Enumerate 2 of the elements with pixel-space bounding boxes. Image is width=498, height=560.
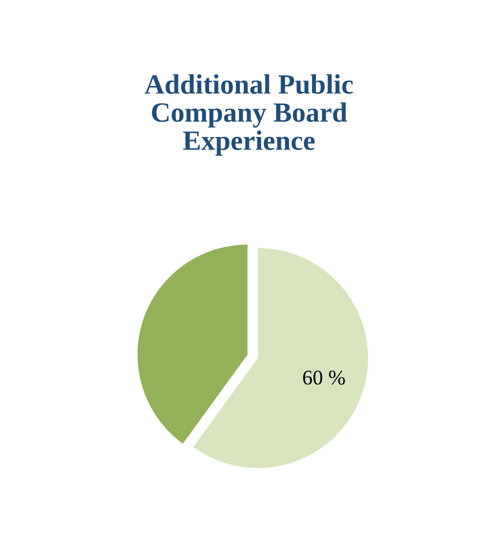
chart-title: Additional Public Company Board Experience — [144, 74, 353, 156]
data-label: 60 % — [303, 370, 345, 385]
